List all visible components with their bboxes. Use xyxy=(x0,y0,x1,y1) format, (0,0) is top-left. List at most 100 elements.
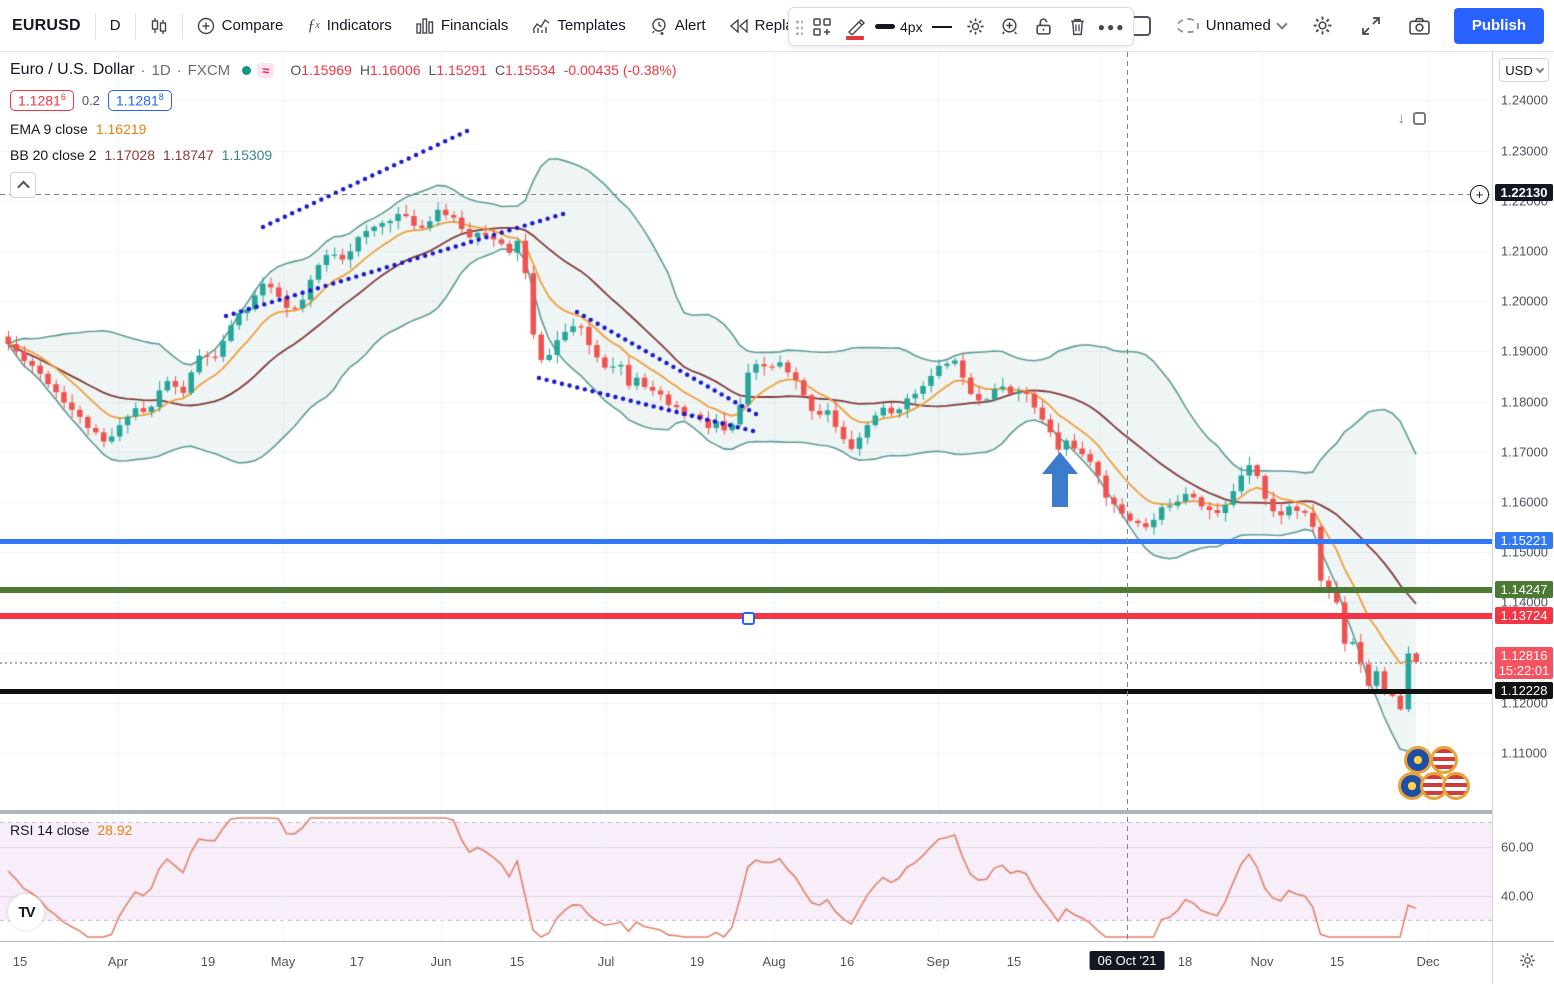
time-tick-label: 17 xyxy=(349,954,365,969)
currency-selector[interactable]: USD xyxy=(1499,58,1549,82)
us-coin-icon xyxy=(1420,772,1448,800)
last-price-chip: 1.12816 15:22:01 xyxy=(1495,646,1553,679)
market-status-icon[interactable] xyxy=(242,65,252,75)
rsi-pane-canvas[interactable] xyxy=(0,814,1492,941)
horizontal-line-1.15221[interactable] xyxy=(0,538,1492,544)
level-price-chip: 1.15221 xyxy=(1495,532,1553,550)
layout-name-label: Unnamed xyxy=(1205,17,1271,34)
main-chart-canvas[interactable] xyxy=(0,52,1492,810)
time-tick-label: Dec xyxy=(1416,954,1440,969)
replay-icon xyxy=(729,18,748,33)
time-tick-label: 15 xyxy=(1329,954,1345,969)
interval-button[interactable]: D xyxy=(98,7,133,45)
symbol-title: Euro / U.S. Dollar xyxy=(10,61,135,78)
chart-style-button[interactable] xyxy=(138,7,180,45)
price-tick-label: 1.16000 xyxy=(1501,494,1548,510)
drawing-anchor-handle[interactable] xyxy=(742,612,755,625)
price-tick-label: 1.18000 xyxy=(1501,394,1548,410)
us-coin-icon xyxy=(1430,746,1458,774)
add-order-plus-icon[interactable]: + xyxy=(1470,184,1489,204)
pane-separator[interactable] xyxy=(0,810,1492,814)
scroll-down-icon[interactable]: ↓ xyxy=(1397,110,1406,127)
time-tick-label: 15 xyxy=(1006,954,1022,969)
financials-label: Financials xyxy=(440,17,509,34)
line-style-button[interactable] xyxy=(927,12,957,42)
level-price-chip: 1.13724 xyxy=(1495,607,1553,625)
line-width-button[interactable]: 4px xyxy=(875,12,923,42)
delayed-data-badge[interactable]: ≈ xyxy=(257,62,275,78)
snapshot-button[interactable] xyxy=(1397,7,1442,45)
symbol-legend-row[interactable]: Euro / U.S. Dollar · 1D · FXCM ≈ O1.1596… xyxy=(10,58,677,82)
indicators-label: Indicators xyxy=(326,17,392,34)
line-width-label: 4px xyxy=(900,18,923,35)
rsi-tick-label: 60.00 xyxy=(1501,839,1534,854)
time-axis[interactable]: 15 Apr 19 May 17 Jun 15 Jul 19 Aug 16 Sep 15 18 Nov 15 D… xyxy=(0,941,1554,984)
price-axis[interactable]: USD 1.240001.230001.220001.210001.200001… xyxy=(1492,52,1554,941)
compare-button[interactable]: Compare xyxy=(185,7,296,45)
axis-corner-separator xyxy=(1492,942,1493,984)
gear-icon xyxy=(1520,953,1535,968)
horizontal-line-1.12228[interactable] xyxy=(0,688,1492,694)
layout-square-icon xyxy=(1130,15,1151,36)
up-arrow-marker[interactable] xyxy=(1042,452,1078,512)
templates-icon xyxy=(532,18,550,34)
gear-icon xyxy=(967,18,984,35)
chevron-down-icon xyxy=(1535,64,1544,73)
fullscreen-button[interactable] xyxy=(1349,7,1393,45)
timezone-settings-button[interactable] xyxy=(1519,952,1536,972)
level-price-chip: 1.14247 xyxy=(1495,581,1553,598)
currency-label: USD xyxy=(1505,62,1533,78)
delete-button[interactable] xyxy=(1063,12,1093,42)
price-tick-label: 1.23000 xyxy=(1501,143,1548,159)
ema-label: EMA 9 close xyxy=(10,120,88,137)
rsi-legend-row[interactable]: RSI 14 close 28.92 xyxy=(10,822,132,838)
alert-button[interactable]: Alert xyxy=(638,7,718,45)
pane-collapse-button[interactable] xyxy=(10,172,36,198)
financials-button[interactable]: Financials xyxy=(404,7,521,45)
bid-price-chip[interactable]: 1.12816 xyxy=(10,90,74,111)
price-tick-label: 1.20000 xyxy=(1501,293,1548,309)
bb-legend-row[interactable]: BB 20 close 2 1.17028 1.18747 1.15309 xyxy=(10,147,677,163)
ask-price-chip[interactable]: 1.12818 xyxy=(107,90,172,111)
legend-interval: 1D xyxy=(151,61,171,79)
time-tick-label: Nov xyxy=(1250,954,1274,969)
rsi-label: RSI 14 close xyxy=(10,822,90,838)
more-options-button[interactable]: ●●● xyxy=(1097,19,1126,34)
crosshair-price-chip: 1.22130 xyxy=(1495,184,1553,202)
flag-coins-sticker[interactable] xyxy=(1398,746,1470,806)
legend-dot: · xyxy=(140,61,146,79)
thin-line-icon xyxy=(931,25,952,28)
templates-button[interactable]: Templates xyxy=(520,7,637,45)
alert-label: Alert xyxy=(674,17,706,34)
open-value: 1.15969 xyxy=(301,62,352,78)
symbol-label: EURUSD xyxy=(12,16,81,34)
gear-icon xyxy=(1313,16,1332,35)
drawing-settings-button[interactable] xyxy=(961,12,991,42)
publish-button[interactable]: Publish xyxy=(1453,7,1544,44)
ema-legend-row[interactable]: EMA 9 close 1.16219 xyxy=(10,121,677,137)
interval-label: D xyxy=(109,17,121,34)
add-alert-button[interactable] xyxy=(995,12,1025,42)
lock-button[interactable] xyxy=(1029,12,1059,42)
chart-settings-button[interactable] xyxy=(1300,7,1345,45)
symbol-button[interactable]: EURUSD xyxy=(0,7,93,45)
time-tick-label: Apr xyxy=(107,954,129,969)
active-color-swatch xyxy=(846,35,864,40)
drag-handle-icon[interactable] xyxy=(795,18,803,35)
draw-color-button[interactable] xyxy=(841,12,871,42)
layout-menu-button[interactable]: Unnamed xyxy=(1167,7,1296,45)
go-to-realtime-icon[interactable] xyxy=(1413,112,1426,125)
separator xyxy=(134,12,136,39)
separator xyxy=(94,12,96,39)
time-tick-label: May xyxy=(270,954,296,969)
object-tree-button[interactable] xyxy=(807,12,837,42)
chevron-down-icon xyxy=(1276,17,1288,30)
thick-line-icon xyxy=(875,24,895,29)
tradingview-logo[interactable]: TV xyxy=(8,894,44,930)
horizontal-line-1.14247[interactable] xyxy=(0,587,1492,593)
toolbar-right: Unnamed Publish xyxy=(1119,7,1554,45)
time-tick-label: 15 xyxy=(12,954,28,969)
bb-upper-value: 1.18747 xyxy=(163,146,214,163)
